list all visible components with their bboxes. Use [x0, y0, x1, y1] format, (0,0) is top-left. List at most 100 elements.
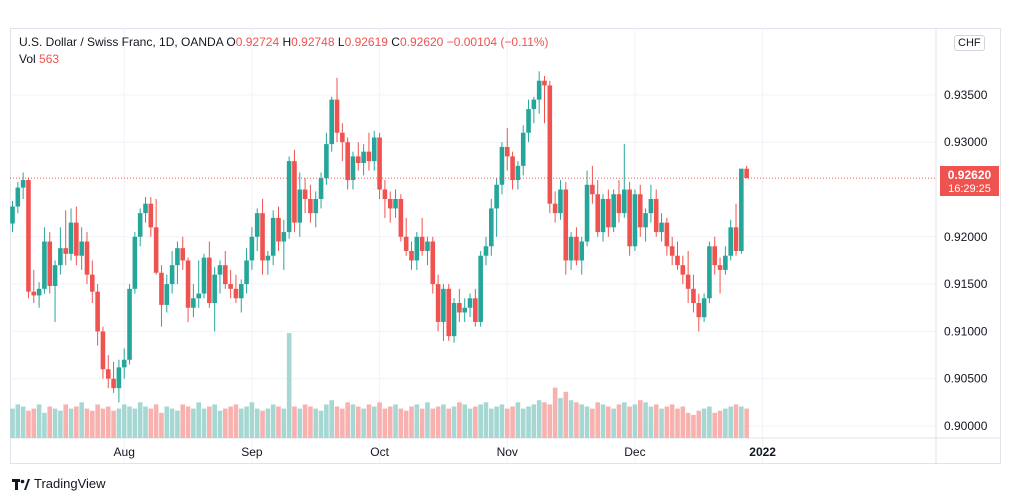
candle-body	[10, 206, 15, 224]
candle-body	[520, 132, 526, 166]
candle-body	[276, 217, 281, 242]
candle-body	[90, 274, 95, 292]
volume-bar	[616, 404, 622, 438]
candle-body	[473, 298, 478, 322]
currency-button[interactable]: CHF	[954, 35, 985, 51]
volume-bar	[717, 410, 723, 438]
volume-bar	[127, 406, 132, 438]
candle-body	[31, 291, 37, 296]
open-value: 0.92724	[235, 35, 280, 49]
candle-body	[340, 132, 345, 143]
candle-body	[515, 165, 521, 181]
candle-body	[611, 194, 616, 228]
candle-body	[201, 257, 207, 294]
volume-bar	[164, 406, 170, 438]
volume-bar	[664, 406, 670, 438]
candle-body	[494, 184, 499, 209]
y-tick-label: 0.91000	[944, 324, 988, 338]
volume-bar	[371, 406, 377, 438]
candle-body	[249, 236, 255, 261]
open-label: O	[226, 35, 236, 49]
change-value: −0.00104 (−0.11%)	[446, 35, 549, 49]
volume-bar	[254, 408, 260, 438]
y-tick-label: 0.90500	[944, 372, 988, 386]
volume-bar	[637, 400, 643, 438]
candle-body	[409, 250, 414, 261]
volume-bar	[387, 406, 393, 438]
candle-body	[100, 331, 106, 370]
volume-bar	[536, 400, 542, 438]
volume-bar	[669, 404, 675, 438]
volume-bar	[116, 408, 122, 438]
candle-body	[622, 189, 627, 214]
volume-bar	[292, 406, 297, 438]
candle-body	[318, 178, 324, 199]
candle-body	[648, 198, 654, 214]
volume-bar	[414, 404, 420, 438]
volume-bar	[382, 408, 388, 438]
volume-bar	[31, 408, 37, 438]
volume-bar	[728, 406, 733, 438]
candle-body	[164, 284, 170, 305]
low-label: L	[337, 35, 345, 49]
candle-body	[302, 189, 308, 199]
volume-bar	[74, 406, 79, 438]
symbol-title[interactable]: U.S. Dollar / Swiss Franc, 1D, OANDA	[19, 35, 224, 49]
bar-countdown: 16:29:25	[948, 183, 991, 195]
candle-body	[701, 298, 707, 318]
candle-body	[137, 213, 143, 237]
candle-body	[185, 260, 191, 308]
vol-label[interactable]: Vol	[19, 52, 36, 66]
candle-body	[281, 232, 287, 242]
vol-value: 563	[39, 52, 60, 66]
volume-bar	[308, 406, 313, 438]
volume-bar	[297, 408, 303, 438]
candle-body	[627, 189, 632, 247]
close-value: 0.92620	[399, 35, 444, 49]
volume-bar	[10, 408, 15, 438]
candle-body	[733, 227, 739, 251]
volume-bar	[137, 402, 143, 438]
volume-bar	[552, 387, 558, 438]
volume-bar	[606, 406, 611, 438]
volume-bar	[462, 404, 467, 438]
candle-body	[446, 288, 452, 337]
volume-bar	[42, 412, 47, 438]
candle-body	[542, 80, 547, 86]
candle-body	[696, 303, 702, 318]
volume-bar	[600, 404, 606, 438]
candle-body	[127, 288, 132, 360]
candle-body	[457, 303, 462, 313]
candle-body	[574, 236, 579, 261]
volume-bar	[36, 404, 42, 438]
candle-body	[42, 241, 47, 289]
candle-body	[361, 151, 366, 164]
candle-body	[499, 146, 505, 185]
volume-bar	[733, 404, 739, 438]
candle-body	[292, 161, 297, 223]
volume-bar	[696, 410, 702, 438]
candle-body	[637, 194, 643, 228]
volume-bar	[276, 406, 281, 438]
candle-body	[350, 156, 356, 181]
volume-bar	[377, 402, 382, 438]
candle-body	[717, 265, 723, 270]
candle-body	[563, 189, 569, 261]
ohlc-legend: U.S. Dollar / Swiss Franc, 1D, OANDA O0.…	[19, 35, 549, 49]
candle-body	[47, 241, 53, 286]
volume-bar	[260, 410, 265, 438]
candle-body	[653, 198, 659, 233]
candle-body	[223, 265, 228, 285]
candle-body	[680, 265, 686, 275]
volume-bar	[435, 406, 441, 438]
volume-bar	[90, 410, 95, 438]
volume-bar	[52, 408, 58, 438]
candle-body	[685, 274, 691, 289]
tradingview-brand[interactable]: TradingView	[12, 476, 106, 491]
volume-bar	[547, 404, 553, 438]
candle-body	[191, 298, 196, 308]
candle-body	[159, 272, 164, 305]
candle-body	[441, 288, 446, 322]
volume-bar	[212, 404, 217, 438]
